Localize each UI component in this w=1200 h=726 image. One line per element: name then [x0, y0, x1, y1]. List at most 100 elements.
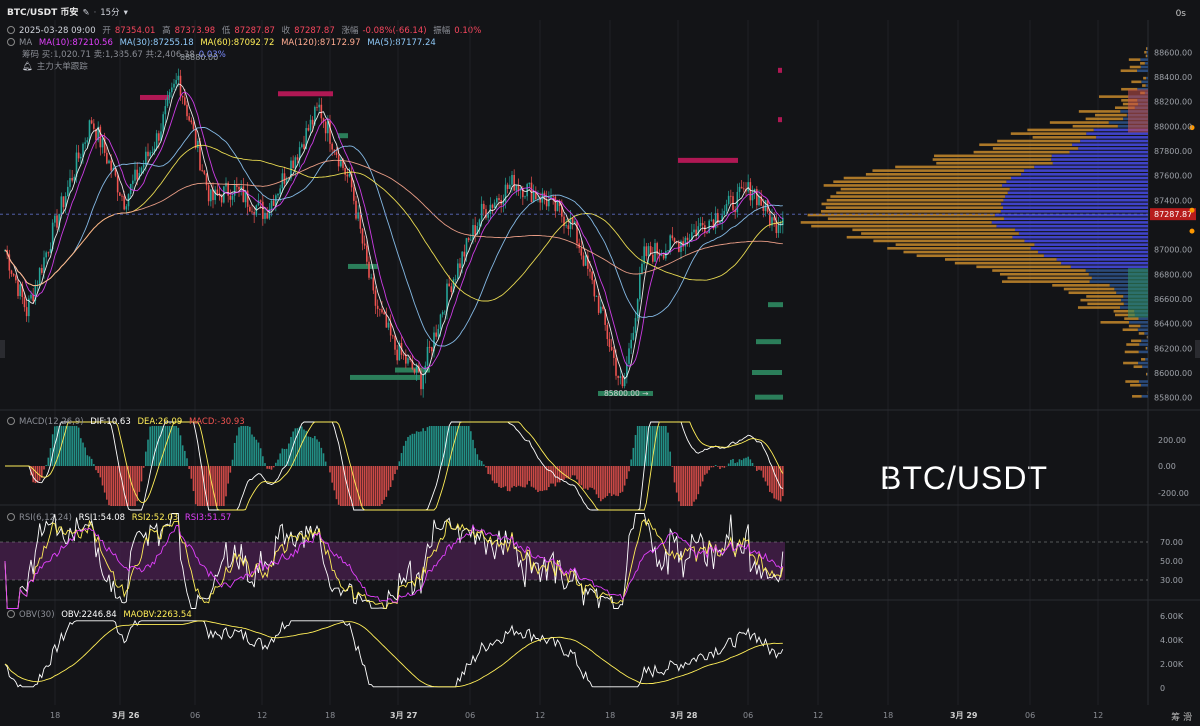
candle-body	[242, 186, 245, 203]
timeframe-toggle[interactable]: 0s	[1175, 9, 1186, 19]
macd-histogram-bar	[179, 435, 182, 466]
volume-profile-bar-outer	[1138, 332, 1145, 335]
volume-profile-bar-outer	[1077, 306, 1120, 309]
volume-profile-bar-outer	[944, 258, 1057, 261]
macd-histogram-bar	[398, 461, 401, 466]
candle-body	[760, 196, 762, 206]
macd-histogram-bar	[259, 448, 262, 466]
candle-body	[556, 200, 559, 212]
candle-body	[381, 309, 383, 313]
macd-title[interactable]: MACD(12,26,9)	[19, 417, 84, 427]
volume-profile-bar-outer	[1141, 358, 1146, 361]
sell-order-bar	[778, 67, 782, 73]
candle-body	[448, 283, 450, 287]
bottom-tools[interactable]: 筹 滑	[1171, 713, 1192, 723]
candle-body	[673, 238, 676, 242]
candle-body	[64, 195, 67, 208]
macd-histogram-bar	[342, 466, 344, 506]
candle-body	[34, 285, 37, 301]
volume-profile	[800, 47, 1148, 398]
macd-histogram-bar	[465, 426, 468, 466]
candle-body	[21, 284, 24, 298]
candle-body	[717, 213, 719, 224]
volume-profile-bar-inner	[1030, 247, 1148, 250]
candle-body	[374, 290, 377, 306]
macd-histogram-bar	[376, 466, 379, 506]
macd-toggle-icon[interactable]	[7, 417, 15, 425]
tracker-label[interactable]: 主力大单跟踪	[36, 62, 88, 72]
ma-toggle-icon[interactable]	[7, 38, 15, 46]
low-price-marker: 85800.00 →	[604, 389, 648, 398]
candle-body	[563, 216, 565, 226]
chip-legend: 筹码 买:1,020.71 卖:1,385.67 共:2,406.38 0.03%	[22, 50, 230, 61]
obv-title[interactable]: OBV(30)	[19, 610, 55, 620]
candle-body	[695, 229, 697, 236]
volume-profile-bar-inner	[1138, 350, 1148, 354]
macd-histogram-bar	[231, 459, 234, 466]
macd-histogram-bar	[411, 433, 414, 466]
rsi2-value: RSI2:52.03	[131, 513, 179, 523]
ma-name[interactable]: MA	[19, 38, 33, 48]
candle-body	[370, 277, 372, 279]
macd-histogram-bar	[153, 426, 156, 466]
symbol-title[interactable]: BTC/USDT 币安	[7, 8, 79, 18]
rsi-toggle-icon[interactable]	[7, 513, 15, 521]
macd-histogram-bar	[316, 439, 318, 466]
macd-histogram-bar	[708, 466, 710, 471]
macd-histogram-bar	[162, 426, 164, 466]
macd-histogram-bar	[121, 466, 123, 506]
macd-histogram-bar	[212, 466, 214, 506]
macd-histogram-bar	[288, 443, 290, 466]
ma60-value: MA(60):87092.72	[200, 38, 275, 48]
candle-body	[168, 92, 171, 98]
candle-body	[142, 164, 145, 168]
volume-profile-bar-inner	[1012, 235, 1148, 239]
interval-selector[interactable]: 15分	[100, 8, 120, 18]
macd-histogram-bar	[422, 428, 424, 466]
collapse-icon[interactable]	[7, 26, 15, 34]
open-label: 开	[102, 26, 111, 36]
left-drag-handle[interactable]	[0, 340, 5, 358]
candle-body	[67, 186, 69, 196]
candle-body	[82, 143, 84, 157]
volume-profile-bar-outer	[820, 210, 1001, 213]
candle-body	[669, 235, 671, 251]
rsi-title[interactable]: RSI(6,12,24)	[19, 513, 72, 523]
candle-body	[240, 186, 242, 190]
macd-histogram-bar	[509, 466, 511, 492]
volume-profile-bar-inner	[1088, 272, 1148, 276]
macd-histogram-bar	[292, 431, 294, 466]
candle-body	[604, 309, 606, 325]
edit-icon[interactable]: ✎	[82, 8, 90, 18]
candle-body	[574, 221, 576, 224]
macd-histogram-bar	[606, 466, 609, 497]
candle-body	[593, 280, 596, 297]
candle-body	[201, 170, 203, 171]
ma120-line	[4, 159, 783, 287]
candle-body	[155, 133, 158, 149]
candle-body	[149, 152, 151, 157]
macd-histogram-bar	[550, 466, 552, 484]
macd-histogram-bar	[110, 466, 112, 506]
candle-body	[428, 346, 431, 348]
macd-histogram-bar	[97, 466, 99, 474]
macd-histogram-bar	[194, 466, 197, 505]
macd-histogram-bar	[771, 466, 773, 494]
candle-body	[15, 275, 17, 281]
candle-body	[270, 200, 273, 210]
macd-histogram-bar	[489, 466, 492, 475]
macd-histogram-bar	[424, 430, 427, 466]
macd-histogram-bar	[123, 466, 125, 506]
candle-body	[134, 169, 136, 181]
chevron-down-icon[interactable]: ▾	[123, 8, 128, 18]
macd-dea: DEA:26.09	[137, 417, 183, 427]
obv-toggle-icon[interactable]	[7, 610, 15, 618]
bell-icon[interactable]: 🔔︎	[22, 62, 33, 72]
candle-body	[277, 193, 279, 196]
volume-profile-bar-inner	[1056, 258, 1148, 261]
macd-histogram-bar	[214, 466, 216, 506]
right-drag-handle[interactable]	[1195, 340, 1200, 358]
candle-body	[45, 252, 47, 258]
candle-body	[203, 170, 206, 174]
